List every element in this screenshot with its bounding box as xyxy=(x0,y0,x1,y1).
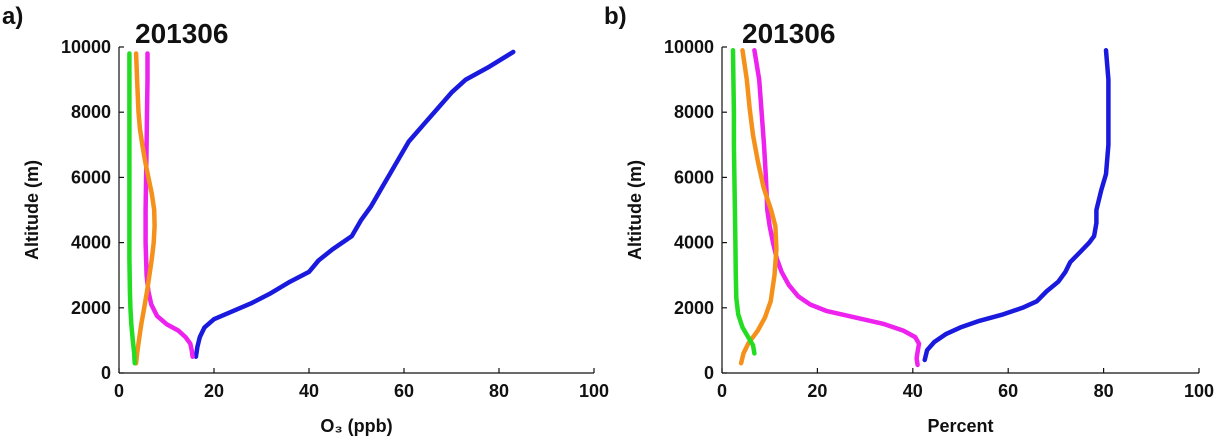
y-axis-label: Altitude (m) xyxy=(22,160,42,260)
x-axis-label: Percent xyxy=(927,416,993,436)
x-tick-label: 20 xyxy=(807,381,827,401)
y-axis-label: Altitude (m) xyxy=(625,160,645,260)
panel-label: b) xyxy=(604,3,627,30)
x-tick-label: 40 xyxy=(299,381,319,401)
x-tick-label: 60 xyxy=(394,381,414,401)
y-tick-label: 8000 xyxy=(71,102,111,122)
series-line-1 xyxy=(922,48,1111,363)
y-tick-label: 2000 xyxy=(71,298,111,318)
x-axis-label: O₃ (ppb) xyxy=(320,416,392,436)
y-tick-label: 10000 xyxy=(61,37,111,57)
x-tick-label: 80 xyxy=(1094,381,1114,401)
chart-title: 201306 xyxy=(135,18,228,49)
series-line-3 xyxy=(133,51,157,366)
y-tick-label: 0 xyxy=(704,363,714,383)
y-tick-label: 4000 xyxy=(674,233,714,253)
panel-label: a) xyxy=(2,3,23,30)
y-tick-label: 0 xyxy=(101,363,111,383)
y-tick-label: 4000 xyxy=(71,233,111,253)
series-line-3 xyxy=(738,48,779,366)
x-tick-label: 0 xyxy=(114,381,124,401)
series-line-4 xyxy=(730,48,757,356)
x-tick-label: 100 xyxy=(1184,381,1214,401)
y-tick-label: 6000 xyxy=(674,167,714,187)
x-tick-label: 0 xyxy=(717,381,727,401)
x-tick-label: 20 xyxy=(204,381,224,401)
x-tick-label: 60 xyxy=(998,381,1018,401)
series-line-4 xyxy=(127,51,137,366)
series-line-1 xyxy=(193,49,516,359)
x-tick-label: 80 xyxy=(489,381,509,401)
x-tick-label: 40 xyxy=(903,381,923,401)
chart-title: 201306 xyxy=(742,18,835,49)
x-tick-label: 100 xyxy=(579,381,609,401)
series-line-2 xyxy=(752,48,922,368)
y-tick-label: 2000 xyxy=(674,298,714,318)
chart-panel-b: b) 201306 0 20 40 60 80 100 0 2000 4000 6000 8000 100… xyxy=(604,3,1214,436)
y-tick-label: 10000 xyxy=(664,37,714,57)
chart-panel-a: a) 201306 0 20 40 60 80 100 0 2000 4000 6000 8000 100… xyxy=(2,3,609,436)
y-tick-label: 8000 xyxy=(674,102,714,122)
y-tick-label: 6000 xyxy=(71,167,111,187)
